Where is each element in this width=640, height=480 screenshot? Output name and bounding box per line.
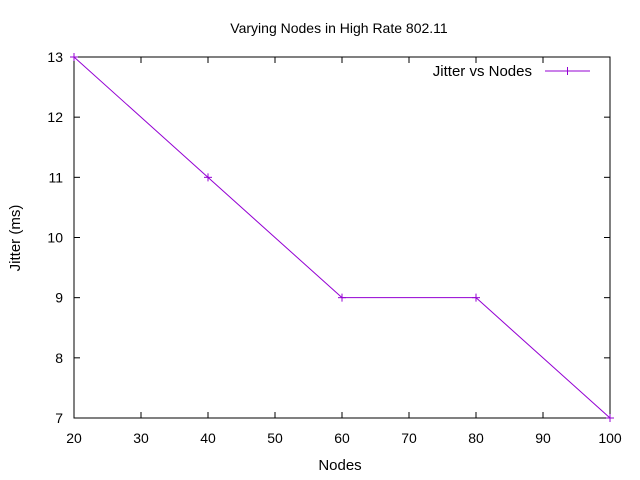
- y-tick-label: 12: [47, 109, 63, 125]
- x-tick-label: 70: [401, 430, 417, 446]
- y-tick-label: 7: [55, 410, 63, 426]
- series-layer: [70, 53, 614, 422]
- data-point: [70, 53, 78, 61]
- data-point: [606, 414, 614, 422]
- data-point: [472, 293, 480, 302]
- x-tick-label: 20: [66, 430, 82, 446]
- y-tick-label: 9: [55, 290, 63, 306]
- series-line: [73, 56, 611, 419]
- x-tick-label: 30: [133, 430, 149, 446]
- y-tick-label: 10: [47, 230, 63, 246]
- legend: Jitter vs Nodes: [433, 63, 590, 80]
- x-tick-label: 60: [334, 430, 350, 446]
- y-tick-label: 8: [55, 350, 63, 366]
- chart-title: Varying Nodes in High Rate 802.11: [230, 20, 448, 36]
- x-tick-label: 80: [468, 430, 484, 446]
- y-tick-label: 13: [47, 49, 63, 65]
- y-axis-label: Jitter (ms): [7, 205, 24, 272]
- x-tick-label: 40: [200, 430, 216, 446]
- x-tick-label: 90: [535, 430, 551, 446]
- data-point: [204, 173, 212, 182]
- plot-frame: [73, 56, 611, 419]
- x-tick-label: 50: [267, 430, 283, 446]
- legend-marker: [563, 67, 572, 75]
- y-axis: 7 8 9 10 11 12 13: [47, 49, 610, 426]
- x-tick-label: 100: [598, 430, 622, 446]
- legend-label: Jitter vs Nodes: [433, 63, 532, 80]
- y-tick-label: 11: [48, 169, 63, 185]
- x-axis-label: Nodes: [318, 457, 361, 474]
- data-point: [338, 293, 346, 302]
- x-axis: 20 30 40 50 60 70 80 90 100: [66, 57, 622, 446]
